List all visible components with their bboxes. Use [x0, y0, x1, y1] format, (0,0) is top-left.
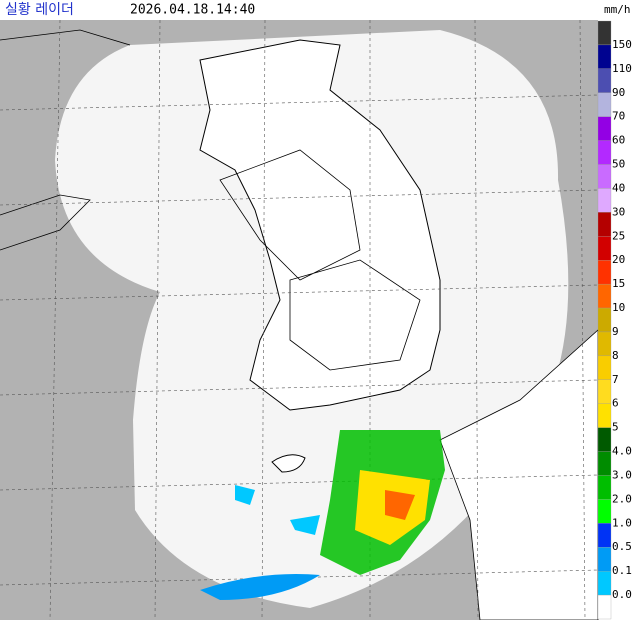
legend-swatch: [597, 475, 612, 500]
legend-swatch: [597, 92, 612, 117]
legend-swatch: [597, 594, 612, 620]
legend-label: 40: [612, 181, 625, 194]
legend-swatch: [597, 20, 612, 46]
legend-label: 15: [612, 277, 625, 290]
precipitation: [200, 430, 445, 600]
legend-swatch: [597, 164, 612, 189]
timestamp: 2026.04.18.14:40: [130, 3, 255, 18]
legend-swatch: [597, 283, 612, 309]
legend-label: 90: [612, 86, 625, 99]
legend-label: 20: [612, 253, 625, 266]
legend-swatch: [597, 523, 612, 548]
legend-swatch: [597, 355, 612, 380]
legend-label: 5: [612, 421, 619, 434]
legend-label: 25: [612, 229, 625, 242]
legend-label: 50: [612, 158, 625, 171]
legend-label: 3.0: [612, 468, 632, 481]
legend-label: 8: [612, 349, 619, 362]
legend-swatch: [597, 499, 612, 524]
legend-swatch: [597, 403, 612, 428]
legend-label: 60: [612, 134, 625, 147]
legend-swatch: [597, 140, 612, 165]
legend-label: 0.0: [612, 588, 632, 601]
legend-swatch: [597, 451, 612, 476]
legend-label: 7: [612, 373, 619, 386]
legend-swatch: [597, 44, 612, 69]
legend-label: 10: [612, 301, 625, 314]
legend-label: 30: [612, 205, 625, 218]
legend-swatch: [597, 331, 612, 357]
map: [0, 19, 599, 620]
legend-swatch: [597, 188, 612, 213]
title: 실황 레이더: [5, 2, 74, 18]
legend-swatch: [597, 379, 612, 404]
legend-label: 70: [612, 110, 625, 123]
legend-swatch: [597, 68, 612, 93]
legend-label: 0.5: [612, 540, 632, 553]
legend-swatch: [597, 571, 612, 596]
legend-label: 1.0: [612, 516, 632, 529]
legend-label: 4.0: [612, 445, 632, 458]
legend-label: 0.1: [612, 564, 632, 577]
legend-label: 6: [612, 397, 619, 410]
unit: mm/h: [604, 3, 631, 16]
legend-swatch: [597, 547, 612, 572]
legend-swatch: [597, 307, 612, 333]
legend-label: 9: [612, 325, 619, 338]
legend-label: 110: [612, 62, 632, 75]
legend-swatch: [597, 260, 612, 285]
legend-label: 150: [612, 38, 632, 51]
legend-swatch: [597, 116, 612, 141]
legend-label: 2.0: [612, 492, 632, 505]
legend-swatch: [597, 212, 612, 237]
legend-swatch: [597, 427, 612, 452]
legend-swatch: [597, 236, 612, 261]
legend: 150 110 90 70 60 50 40 30 25 20 15 10 9 8 7 6 5 4.0 3.0 2.0…: [597, 20, 632, 620]
